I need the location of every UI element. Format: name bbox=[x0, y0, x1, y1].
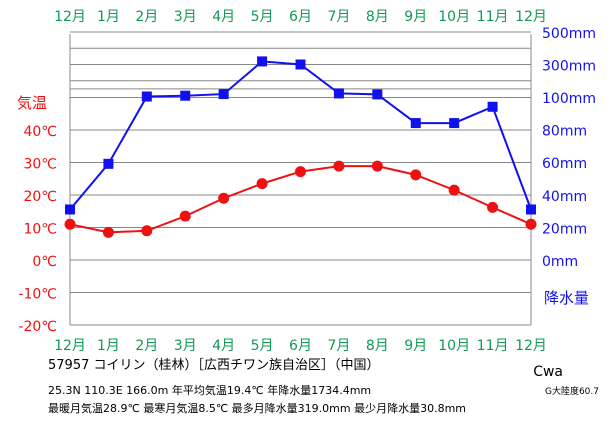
temperature-point bbox=[102, 226, 114, 238]
precipitation-point bbox=[410, 118, 421, 129]
temperature-tick-labels: -20℃ -10℃ 0℃ 10℃ 20℃ 30℃ 40℃ bbox=[18, 124, 57, 335]
precipitation-point bbox=[218, 89, 229, 100]
month-label: 12月 bbox=[54, 338, 86, 354]
precipitation-tick-label: 20mm bbox=[542, 221, 587, 237]
temperature-point bbox=[218, 192, 230, 204]
temperature-axis-title: 気温 bbox=[17, 94, 47, 112]
station-extremes: 最暖月気温28.9℃ 最寒月気温8.5℃ 最多月降水量319.0mm 最少月降水… bbox=[48, 402, 467, 415]
precipitation-point bbox=[257, 56, 268, 67]
temperature-tick-label: 40℃ bbox=[23, 124, 57, 140]
month-label: 3月 bbox=[174, 9, 197, 25]
precipitation-line bbox=[69, 60, 532, 211]
temperature-tick-label: -20℃ bbox=[18, 319, 57, 335]
temperature-point bbox=[525, 218, 537, 230]
temperature-tick-label: 10℃ bbox=[23, 222, 57, 238]
month-label: 2月 bbox=[135, 9, 158, 25]
temperature-point bbox=[487, 201, 499, 213]
month-label: 12月 bbox=[515, 9, 547, 25]
temperature-point bbox=[295, 166, 306, 178]
temperature-point bbox=[256, 178, 268, 190]
month-labels-bottom: 12月 1月 2月 3月 4月 5月 6月 7月 8月 9月 10月 11月 12月 bbox=[54, 338, 547, 354]
month-label: 8月 bbox=[366, 338, 389, 354]
precipitation-point bbox=[526, 204, 536, 215]
temperature-point bbox=[333, 160, 345, 172]
precipitation-axis-title: 降水量 bbox=[544, 289, 589, 307]
temperature-point bbox=[371, 160, 383, 172]
month-label: 1月 bbox=[97, 338, 120, 354]
axes bbox=[69, 34, 532, 326]
precipitation-tick-label: 500mm bbox=[542, 26, 596, 42]
temperature-point bbox=[179, 210, 191, 222]
month-label: 11月 bbox=[477, 338, 509, 354]
month-label: 9月 bbox=[404, 338, 427, 354]
precipitation-point bbox=[65, 204, 75, 215]
precipitation-point bbox=[141, 91, 152, 102]
month-label: 4月 bbox=[212, 9, 235, 25]
month-label: 7月 bbox=[327, 9, 350, 25]
koppen-class: Cwa bbox=[533, 364, 563, 380]
temperature-series bbox=[64, 160, 537, 238]
temperature-point bbox=[141, 225, 153, 237]
temperature-tick-label: -10℃ bbox=[18, 287, 57, 303]
month-label: 5月 bbox=[251, 338, 274, 354]
grid-lines bbox=[70, 31, 531, 326]
precipitation-point bbox=[295, 59, 306, 70]
month-label: 6月 bbox=[289, 338, 312, 354]
precipitation-point bbox=[449, 118, 460, 129]
month-label: 4月 bbox=[212, 338, 235, 354]
precipitation-point bbox=[103, 158, 114, 169]
precipitation-tick-label: 100mm bbox=[542, 91, 596, 107]
temperature-tick-label: 0℃ bbox=[32, 254, 57, 270]
month-label: 10月 bbox=[438, 338, 470, 354]
precipitation-point bbox=[333, 88, 344, 99]
month-label: 5月 bbox=[251, 9, 274, 25]
precipitation-tick-labels: 0mm 20mm 40mm 60mm 80mm 100mm 300mm 500mm bbox=[542, 26, 596, 270]
precipitation-tick-label: 80mm bbox=[542, 124, 587, 140]
month-label: 1月 bbox=[97, 9, 120, 25]
temperature-tick-label: 20℃ bbox=[23, 189, 57, 205]
precipitation-point bbox=[487, 101, 498, 112]
continentality-index: G大陸度60.7 bbox=[544, 387, 599, 397]
month-label: 12月 bbox=[54, 9, 86, 25]
month-label: 8月 bbox=[366, 9, 389, 25]
precipitation-tick-label: 0mm bbox=[542, 254, 578, 270]
precipitation-tick-label: 300mm bbox=[542, 59, 596, 75]
month-labels-top: 12月 1月 2月 3月 4月 5月 6月 7月 8月 9月 10月 11月 12月 bbox=[54, 9, 547, 25]
month-label: 11月 bbox=[477, 9, 509, 25]
month-label: 7月 bbox=[327, 338, 350, 354]
station-summary: 25.3N 110.3E 166.0m 年平均気温19.4℃ 年降水量1734.… bbox=[48, 384, 372, 397]
temperature-point bbox=[410, 169, 422, 181]
precipitation-point bbox=[372, 89, 383, 100]
month-label: 9月 bbox=[404, 9, 427, 25]
precipitation-tick-label: 60mm bbox=[542, 156, 587, 172]
month-label: 10月 bbox=[438, 9, 470, 25]
temperature-tick-label: 30℃ bbox=[23, 157, 57, 173]
month-label: 6月 bbox=[289, 9, 312, 25]
month-label: 2月 bbox=[135, 338, 158, 354]
month-label: 12月 bbox=[515, 338, 547, 354]
station-name: 57957 コイリン（桂林）［広西チワン族自治区］（中国） bbox=[48, 358, 380, 373]
precipitation-series bbox=[65, 56, 536, 215]
temperature-point bbox=[448, 184, 460, 196]
precipitation-point bbox=[180, 90, 191, 101]
temperature-point bbox=[64, 218, 76, 230]
precipitation-tick-label: 40mm bbox=[542, 189, 587, 205]
month-label: 3月 bbox=[174, 338, 197, 354]
